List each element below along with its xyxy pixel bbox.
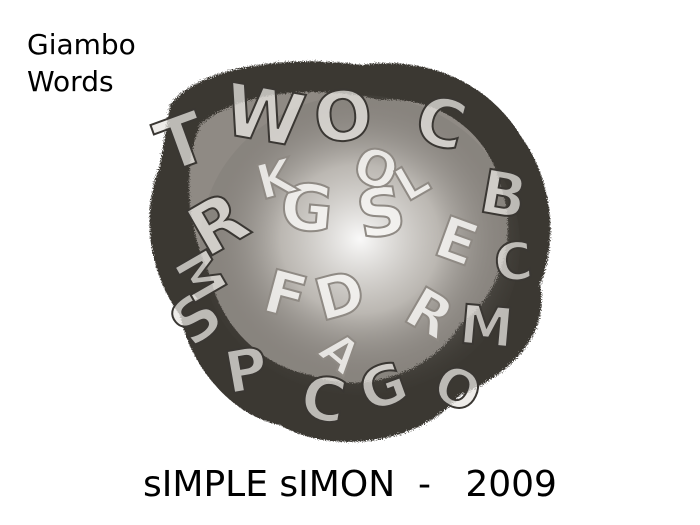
artwork-highlight [200, 95, 520, 395]
ice-letter: M [457, 293, 516, 360]
brand-line-1: Giambo [27, 28, 136, 61]
ice-letter: G [277, 170, 336, 248]
brand-logo-text: Giambo Words [27, 26, 136, 100]
ice-letter: E [427, 202, 487, 279]
ice-letter: W [218, 67, 311, 164]
ice-letter: O [311, 76, 375, 160]
caption-title: sIMPLE sIMON - 2009 [143, 464, 557, 505]
brand-line-2: Words [27, 65, 114, 98]
ice-letter: C [492, 232, 535, 295]
